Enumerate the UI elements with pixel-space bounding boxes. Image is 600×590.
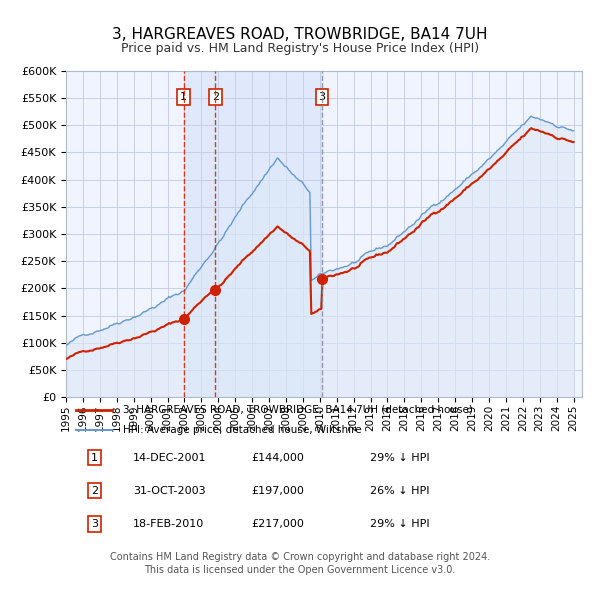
Text: 14-DEC-2001: 14-DEC-2001 <box>133 453 206 463</box>
Text: 2: 2 <box>91 486 98 496</box>
Text: 31-OCT-2003: 31-OCT-2003 <box>133 486 206 496</box>
Text: £144,000: £144,000 <box>252 453 305 463</box>
Text: HPI: Average price, detached house, Wiltshire: HPI: Average price, detached house, Wilt… <box>123 425 361 435</box>
Bar <box>184 71 322 397</box>
Text: 3, HARGREAVES ROAD, TROWBRIDGE, BA14 7UH: 3, HARGREAVES ROAD, TROWBRIDGE, BA14 7UH <box>112 27 488 41</box>
Text: Contains HM Land Registry data © Crown copyright and database right 2024.
This d: Contains HM Land Registry data © Crown c… <box>110 552 490 575</box>
Text: Price paid vs. HM Land Registry's House Price Index (HPI): Price paid vs. HM Land Registry's House … <box>121 42 479 55</box>
Text: £217,000: £217,000 <box>252 519 305 529</box>
Text: 29% ↓ HPI: 29% ↓ HPI <box>370 453 430 463</box>
Text: £197,000: £197,000 <box>252 486 305 496</box>
Text: 18-FEB-2010: 18-FEB-2010 <box>133 519 205 529</box>
Text: 3, HARGREAVES ROAD, TROWBRIDGE, BA14 7UH (detached house): 3, HARGREAVES ROAD, TROWBRIDGE, BA14 7UH… <box>123 405 473 415</box>
Text: 1: 1 <box>91 453 98 463</box>
Text: 3: 3 <box>319 92 325 102</box>
Text: 1: 1 <box>180 92 187 102</box>
Text: 29% ↓ HPI: 29% ↓ HPI <box>370 519 430 529</box>
Text: 2: 2 <box>212 92 219 102</box>
Text: 3: 3 <box>91 519 98 529</box>
Text: 26% ↓ HPI: 26% ↓ HPI <box>370 486 430 496</box>
